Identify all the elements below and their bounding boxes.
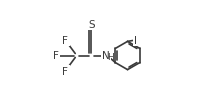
Text: N: N xyxy=(102,51,110,61)
Text: I: I xyxy=(134,36,137,46)
Text: S: S xyxy=(88,20,95,30)
Text: F: F xyxy=(62,36,68,46)
Text: H: H xyxy=(107,52,114,61)
Text: F: F xyxy=(53,51,59,61)
Text: F: F xyxy=(62,66,68,76)
